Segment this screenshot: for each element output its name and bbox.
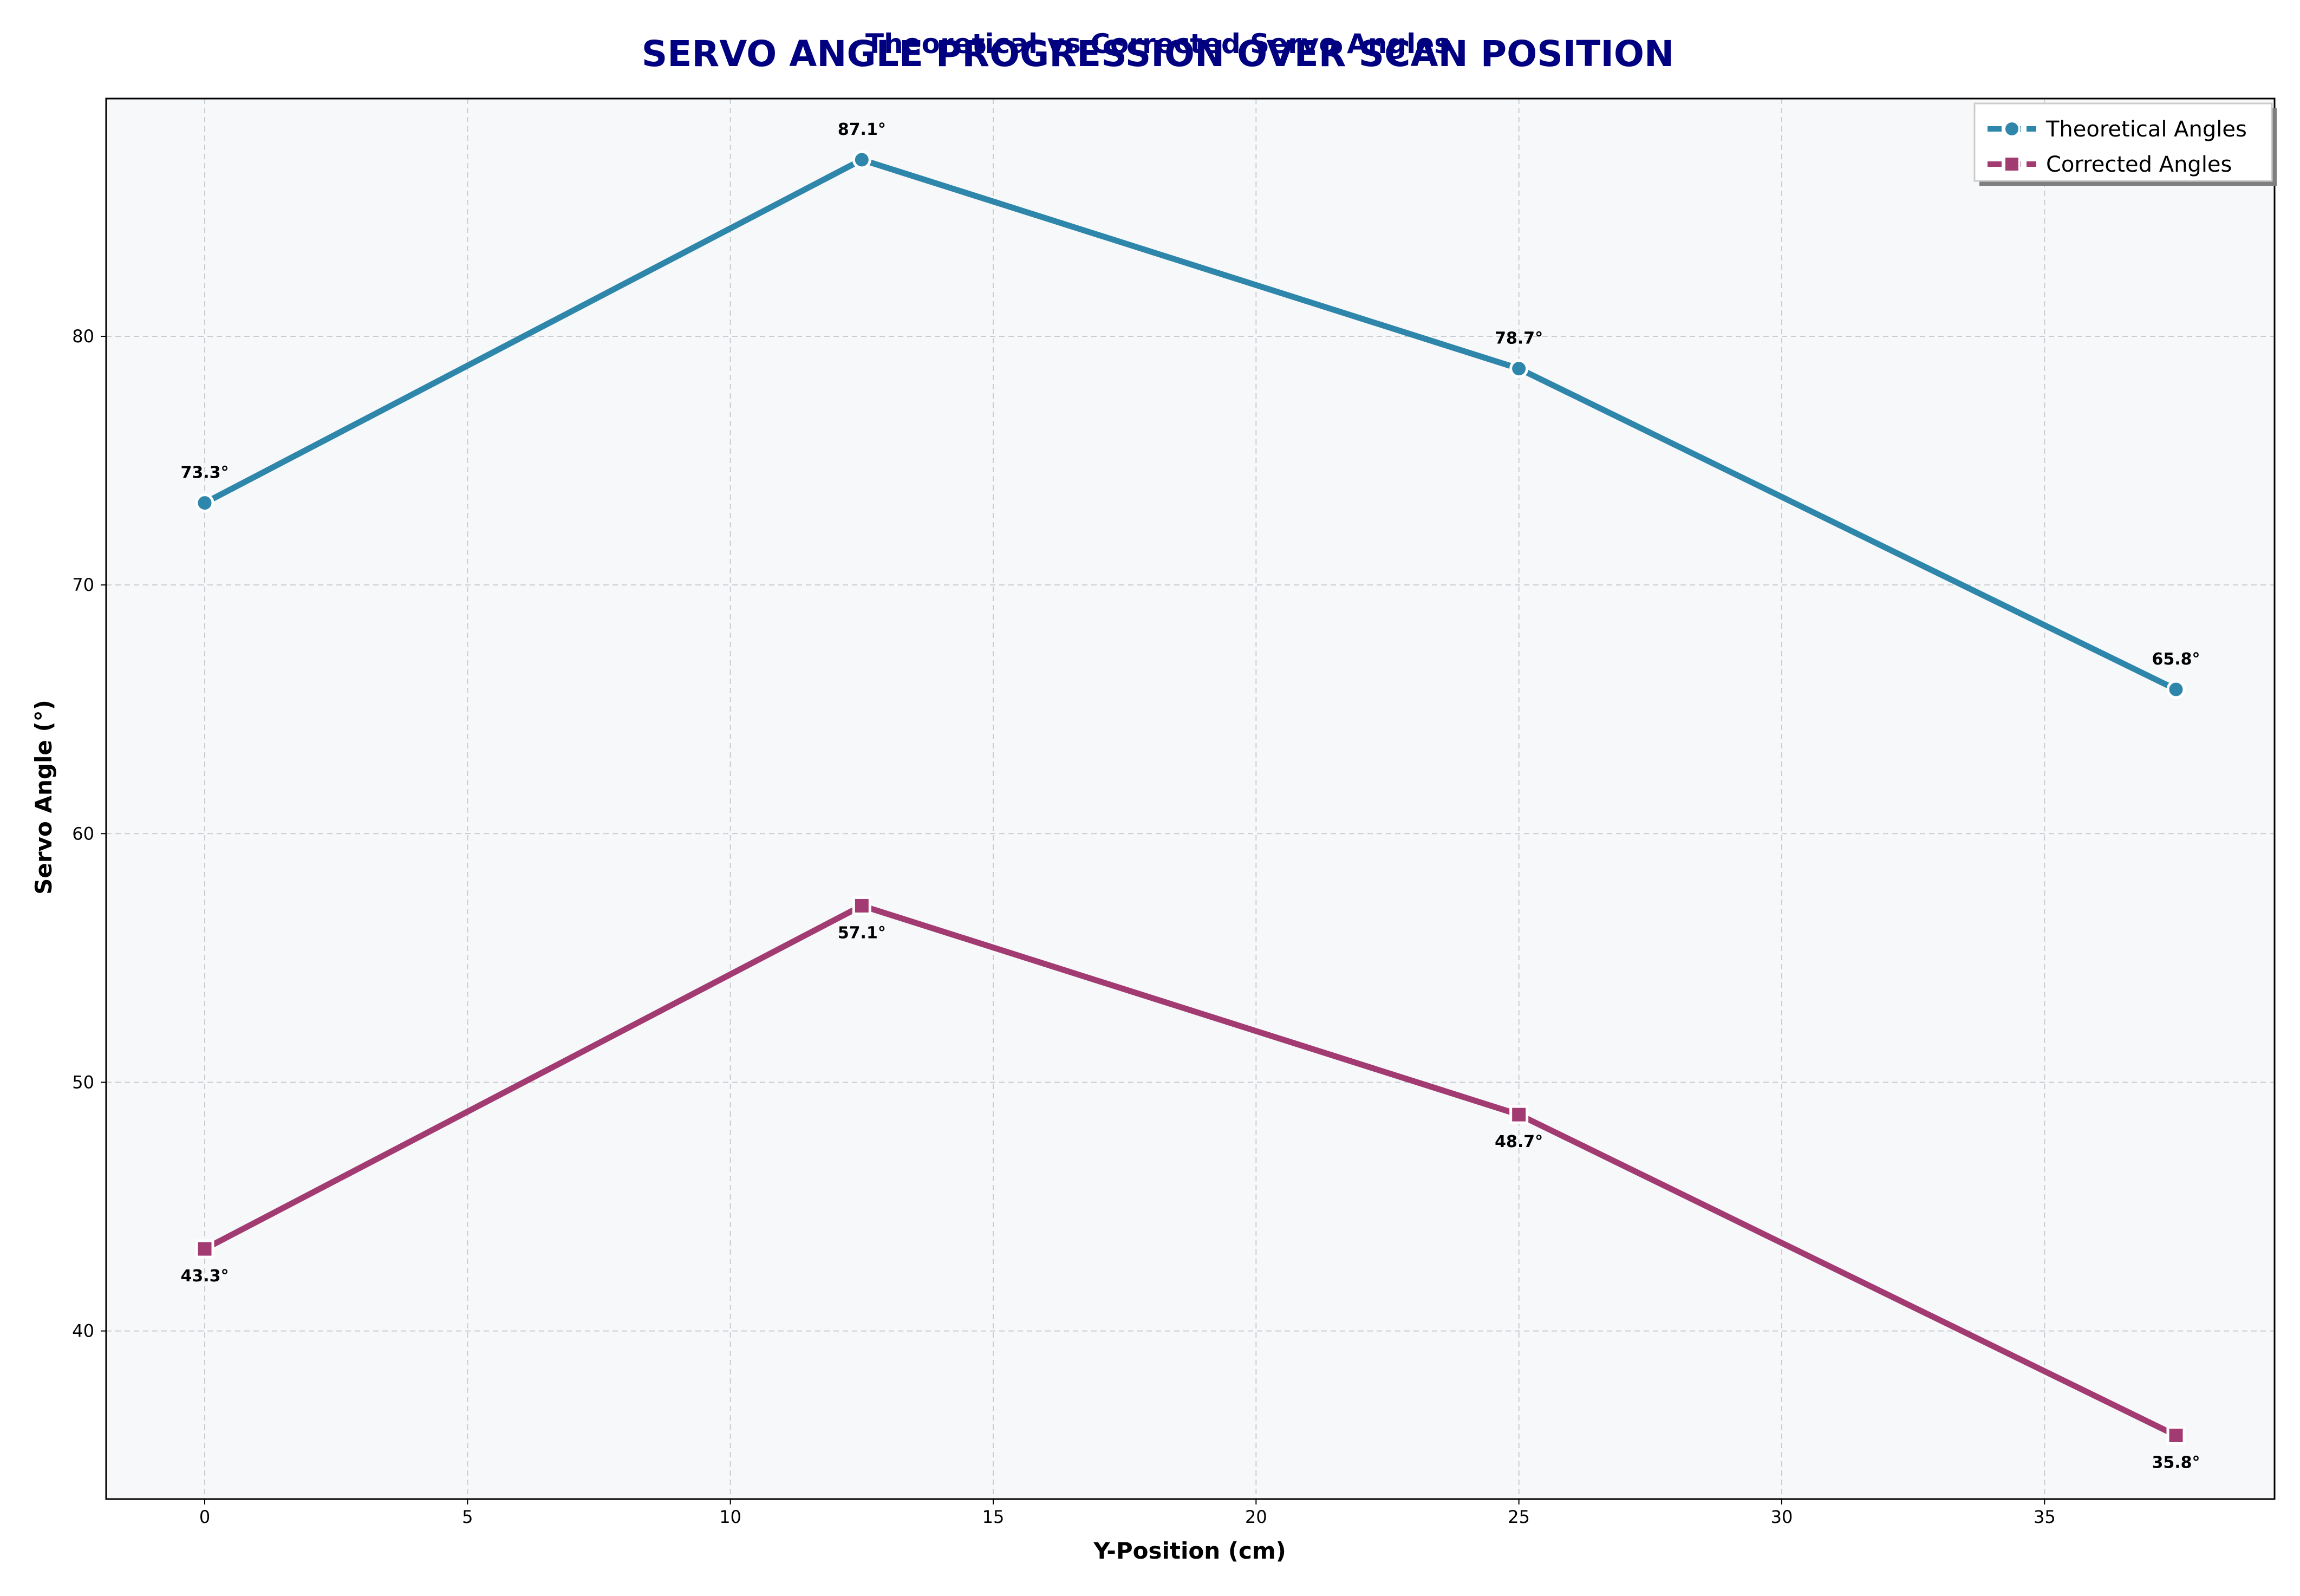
- x-tick-label: 20: [1245, 1507, 1267, 1527]
- chart-subtitle: Theoretical vs Corrected Servo Angles: [865, 28, 1450, 60]
- data-label: 48.7°: [1495, 1132, 1543, 1151]
- y-tick-label: 50: [72, 1072, 94, 1092]
- data-point: [195, 1239, 214, 1259]
- grid: [106, 99, 2275, 1499]
- series-theoretical: 73.3° 87.1° 78.7° 65.8°: [180, 120, 2200, 699]
- plot-frame: [105, 97, 2276, 1500]
- chart-title: SERVO ANGLE PROGRESSION OVER SCAN POSITI…: [642, 33, 1674, 75]
- x-tick-label: 25: [1508, 1507, 1530, 1527]
- data-point: [852, 896, 871, 915]
- x-tick-label: 5: [462, 1507, 473, 1527]
- legend-label: Theoretical Angles: [2045, 117, 2247, 142]
- y-tick-label: 60: [72, 823, 94, 844]
- data-point: [852, 150, 871, 170]
- legend: Theoretical Angles Corrected Angles: [1973, 102, 2277, 186]
- data-label: 87.1°: [838, 120, 886, 139]
- data-point: [1509, 1105, 1529, 1124]
- data-point: [2166, 1425, 2186, 1445]
- data-point: [1509, 359, 1529, 379]
- x-tick-label: 35: [2034, 1507, 2056, 1527]
- series-layer: 73.3° 87.1° 78.7° 65.8° 43.3° 57.1° 48.7° 35.8°: [180, 120, 2200, 1473]
- legend-marker: [2003, 120, 2021, 138]
- y-tick-label: 70: [72, 575, 94, 595]
- x-axis: 0 5 10 15 20 25 30 35: [199, 1499, 2056, 1527]
- y-axis-label: Servo Angle (°): [30, 700, 57, 895]
- y-tick-label: 80: [72, 326, 94, 347]
- y-tick-label: 40: [72, 1321, 94, 1341]
- data-point: [195, 493, 214, 513]
- legend-box: [1973, 102, 2273, 182]
- data-label: 73.3°: [180, 464, 229, 483]
- legend-label: Corrected Angles: [2046, 152, 2232, 177]
- x-tick-label: 15: [982, 1507, 1005, 1527]
- legend-item: Theoretical Angles: [1988, 117, 2247, 142]
- x-tick-label: 30: [1771, 1507, 1793, 1527]
- series-line: [201, 157, 2179, 693]
- data-label: 78.7°: [1495, 329, 1543, 348]
- x-tick-label: 0: [199, 1507, 210, 1527]
- series-corrected: 43.3° 57.1° 48.7° 35.8°: [180, 896, 2200, 1472]
- plot-area: [106, 99, 2275, 1499]
- series-line: [201, 902, 2179, 1438]
- data-label: 65.8°: [2152, 650, 2200, 669]
- x-tick-label: 10: [719, 1507, 741, 1527]
- data-label: 35.8°: [2152, 1453, 2200, 1472]
- legend-marker: [2003, 155, 2021, 173]
- legend-item: Corrected Angles: [1988, 152, 2232, 177]
- data-point: [2166, 680, 2186, 699]
- y-axis: 40 50 60 70 80: [72, 326, 106, 1341]
- x-axis-label: Y-Position (cm): [1093, 1538, 1286, 1564]
- data-label: 57.1°: [838, 923, 886, 942]
- data-label: 43.3°: [180, 1267, 229, 1286]
